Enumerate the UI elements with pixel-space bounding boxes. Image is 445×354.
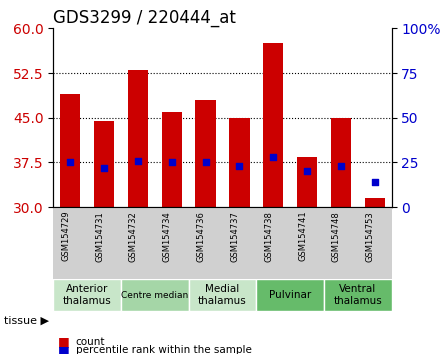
Bar (263, 43, 283, 207)
Text: GSM154748: GSM154748 (332, 211, 341, 262)
FancyBboxPatch shape (53, 279, 121, 311)
Point (337, 163, 344, 169)
Text: GSM154732: GSM154732 (129, 211, 138, 262)
Text: percentile rank within the sample: percentile rank within the sample (76, 346, 251, 354)
Bar (94, 121, 114, 207)
Text: GSM154736: GSM154736 (197, 211, 206, 262)
Text: Centre median: Centre median (121, 291, 189, 299)
Text: tissue ▶: tissue ▶ (4, 315, 49, 325)
Point (168, 160, 175, 165)
Point (202, 160, 209, 165)
Point (101, 165, 108, 171)
Text: GSM154734: GSM154734 (163, 211, 172, 262)
Text: GSM154753: GSM154753 (366, 211, 375, 262)
Text: GDS3299 / 220444_at: GDS3299 / 220444_at (53, 9, 236, 27)
Text: Pulvinar: Pulvinar (269, 290, 311, 300)
Text: GSM154738: GSM154738 (264, 211, 273, 262)
Text: GSM154731: GSM154731 (95, 211, 104, 262)
Bar (297, 156, 317, 207)
Point (134, 158, 142, 164)
Point (67, 160, 74, 165)
Point (270, 154, 277, 160)
Text: ■: ■ (58, 335, 69, 348)
Bar (128, 70, 148, 207)
Bar (331, 118, 351, 207)
Text: Medial
thalamus: Medial thalamus (198, 284, 247, 306)
FancyBboxPatch shape (121, 279, 189, 311)
FancyBboxPatch shape (256, 279, 324, 311)
FancyBboxPatch shape (189, 279, 256, 311)
FancyBboxPatch shape (324, 279, 392, 311)
Text: ■: ■ (58, 344, 69, 354)
Bar (60, 94, 81, 207)
Text: Anterior
thalamus: Anterior thalamus (63, 284, 112, 306)
Text: GSM154729: GSM154729 (61, 211, 70, 261)
Text: GSM154741: GSM154741 (298, 211, 307, 261)
Bar (364, 198, 385, 207)
Text: GSM154737: GSM154737 (231, 211, 239, 262)
Bar (229, 118, 250, 207)
Text: count: count (76, 337, 105, 347)
Bar (162, 112, 182, 207)
Point (303, 169, 311, 174)
Bar (195, 100, 216, 207)
Point (236, 163, 243, 169)
Text: Ventral
thalamus: Ventral thalamus (333, 284, 382, 306)
Point (371, 179, 378, 185)
